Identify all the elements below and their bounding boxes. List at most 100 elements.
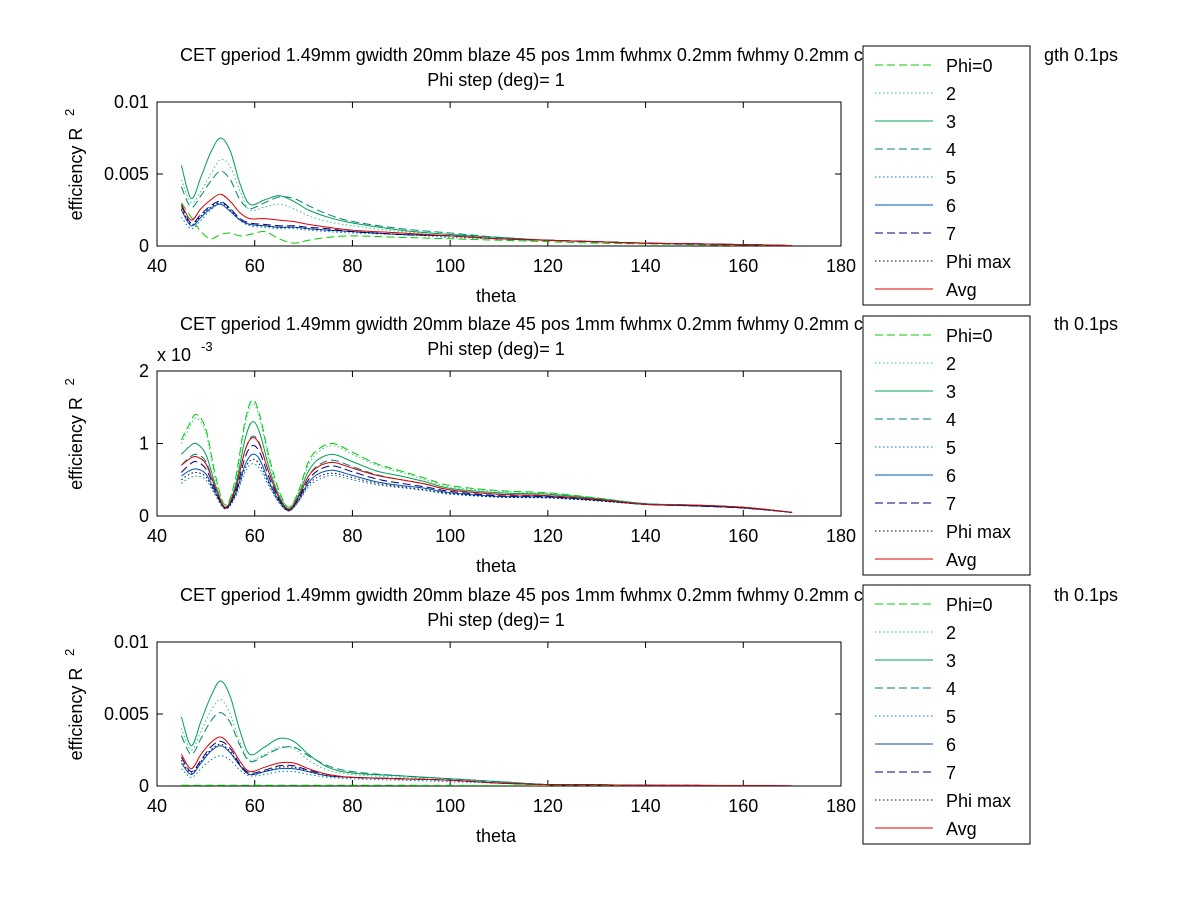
series-line-phi-max bbox=[180, 743, 793, 786]
series-group bbox=[180, 137, 793, 246]
series-line-phi-0 bbox=[180, 399, 793, 513]
y-exponent-sup: -3 bbox=[201, 339, 213, 354]
series-line-3 bbox=[181, 421, 793, 513]
legend-box bbox=[862, 584, 1031, 845]
legend-label: 7 bbox=[946, 224, 956, 244]
legend: Phi=0 2 3 4 5 6 7 Phi max Avg bbox=[862, 584, 1031, 845]
legend-label: Phi=0 bbox=[946, 595, 993, 615]
plot-area bbox=[156, 641, 842, 787]
legend: Phi=0 2 3 4 5 6 7 Phi max Avg bbox=[862, 315, 1031, 576]
legend-box bbox=[862, 315, 1031, 576]
legend-label: Phi max bbox=[946, 791, 1011, 811]
series-line-4 bbox=[180, 712, 793, 786]
legend-label: Avg bbox=[946, 550, 977, 570]
series-line-6 bbox=[181, 453, 793, 513]
legend-label: 2 bbox=[946, 354, 956, 374]
chart-title: CET gperiod 1.49mm gwidth 20mm blaze 45 … bbox=[180, 314, 924, 334]
x-tick-label: 140 bbox=[631, 796, 661, 816]
y-tick-label: 0.005 bbox=[104, 704, 149, 724]
chart-subtitle: Phi step (deg)= 1 bbox=[427, 610, 565, 630]
legend-label: 4 bbox=[946, 410, 956, 430]
legend-label: Phi=0 bbox=[946, 326, 993, 346]
y-tick-label: 0 bbox=[139, 506, 149, 526]
legend-label: 6 bbox=[946, 466, 956, 486]
chart-panel-2: CET gperiod 1.49mm gwidth 20mm blaze 45 … bbox=[62, 314, 1118, 576]
legend-label: 6 bbox=[946, 735, 956, 755]
y-axis-label-sup: 2 bbox=[62, 649, 77, 656]
series-line-avg bbox=[180, 736, 793, 786]
legend-label: 3 bbox=[946, 382, 956, 402]
x-tick-label: 160 bbox=[728, 256, 758, 276]
legend-label: 5 bbox=[946, 438, 956, 458]
legend-label: 6 bbox=[946, 196, 956, 216]
legend-label: Phi max bbox=[946, 522, 1011, 542]
series-group bbox=[180, 680, 793, 786]
y-axis-label: efficiency R bbox=[66, 397, 86, 490]
legend: Phi=0 2 3 4 5 6 7 Phi max Avg bbox=[862, 45, 1031, 306]
legend-label: 7 bbox=[946, 763, 956, 783]
y-tick-label: 0.01 bbox=[114, 632, 149, 652]
legend-label: 7 bbox=[946, 494, 956, 514]
x-tick-label: 120 bbox=[533, 256, 563, 276]
series-line-2 bbox=[180, 158, 793, 246]
legend-label: 3 bbox=[946, 112, 956, 132]
x-tick-label: 40 bbox=[147, 796, 167, 816]
x-axis-label: theta bbox=[476, 286, 517, 306]
series-group bbox=[180, 399, 793, 513]
x-tick-label: 160 bbox=[728, 526, 758, 546]
series-line-phi-0 bbox=[180, 202, 793, 246]
plot-area bbox=[156, 101, 842, 247]
series-line-avg bbox=[180, 193, 793, 246]
legend-label: 5 bbox=[946, 168, 956, 188]
chart-title: CET gperiod 1.49mm gwidth 20mm blaze 45 … bbox=[180, 45, 924, 65]
y-tick-label: 1 bbox=[139, 434, 149, 454]
y-tick-label: 0.01 bbox=[114, 92, 149, 112]
chart-subtitle: Phi step (deg)= 1 bbox=[427, 70, 565, 90]
x-tick-label: 180 bbox=[826, 796, 856, 816]
x-tick-label: 140 bbox=[631, 256, 661, 276]
legend-label: 3 bbox=[946, 651, 956, 671]
legend-label: Phi max bbox=[946, 252, 1011, 272]
y-axis-label-sup: 2 bbox=[62, 378, 77, 385]
chart-title-tail: th 0.1ps bbox=[1054, 314, 1118, 334]
legend-label: 2 bbox=[946, 623, 956, 643]
legend-label: 2 bbox=[946, 84, 956, 104]
x-tick-label: 180 bbox=[826, 526, 856, 546]
x-tick-label: 100 bbox=[435, 796, 465, 816]
x-tick-label: 180 bbox=[826, 256, 856, 276]
legend-label: Phi=0 bbox=[946, 56, 993, 76]
x-tick-label: 60 bbox=[245, 526, 265, 546]
x-tick-label: 40 bbox=[147, 526, 167, 546]
y-exponent: x 10 bbox=[157, 345, 191, 365]
legend-box bbox=[862, 45, 1031, 306]
x-tick-label: 120 bbox=[533, 796, 563, 816]
x-tick-label: 60 bbox=[245, 256, 265, 276]
series-line-phi-max bbox=[180, 202, 793, 246]
x-tick-label: 160 bbox=[728, 796, 758, 816]
x-axis-label: theta bbox=[476, 556, 517, 576]
x-tick-label: 100 bbox=[435, 526, 465, 546]
chart-subtitle: Phi step (deg)= 1 bbox=[427, 339, 565, 359]
y-axis-label-sup: 2 bbox=[62, 109, 77, 116]
x-tick-label: 80 bbox=[342, 256, 362, 276]
legend-label: 4 bbox=[946, 140, 956, 160]
x-tick-label: 80 bbox=[342, 526, 362, 546]
y-tick-label: 0 bbox=[139, 776, 149, 796]
y-axis-label: efficiency R bbox=[66, 128, 86, 221]
y-tick-label: 2 bbox=[139, 361, 149, 381]
chart-title-tail: th 0.1ps bbox=[1054, 585, 1118, 605]
x-tick-label: 60 bbox=[245, 796, 265, 816]
series-line-phi-0 bbox=[181, 784, 793, 786]
x-tick-label: 40 bbox=[147, 256, 167, 276]
series-line-7 bbox=[180, 740, 793, 786]
legend-label: 5 bbox=[946, 707, 956, 727]
chart-panel-3: CET gperiod 1.49mm gwidth 20mm blaze 45 … bbox=[62, 584, 1118, 846]
x-tick-label: 80 bbox=[342, 796, 362, 816]
chart-panel-1: CET gperiod 1.49mm gwidth 20mm blaze 45 … bbox=[62, 45, 1118, 306]
series-line-phi-max bbox=[181, 458, 793, 513]
series-line-2 bbox=[180, 699, 793, 786]
legend-label: Avg bbox=[946, 280, 977, 300]
series-line-4 bbox=[180, 170, 793, 246]
chart-title: CET gperiod 1.49mm gwidth 20mm blaze 45 … bbox=[180, 585, 924, 605]
